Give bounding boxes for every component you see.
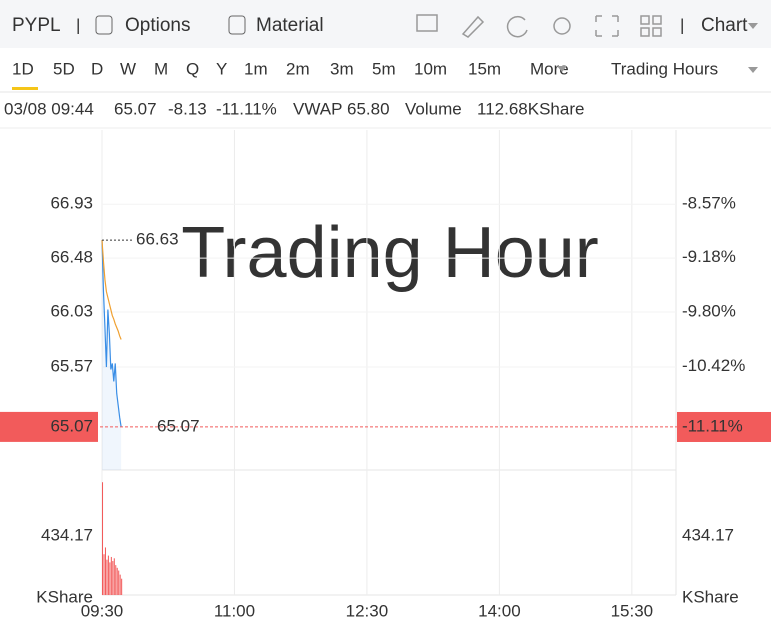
volume-bar [107, 555, 109, 595]
icon[interactable] [416, 14, 438, 32]
volume-bar [103, 554, 105, 595]
timeframe[interactable]: 1D [12, 59, 34, 78]
timeframes: 1D 5D D W M Q Y 1m 2m 3m 5m 10m 15m [12, 59, 501, 78]
timeframe[interactable]: M [154, 59, 168, 78]
material-icon [228, 15, 246, 35]
last-change-box [677, 411, 771, 442]
x-tick-label: 15:30 [611, 601, 654, 620]
volume-bar [118, 570, 120, 595]
timeframe[interactable]: 3m [330, 59, 354, 78]
volume-unit: KShare [36, 587, 93, 606]
y-tick-label: 65.57 [50, 357, 93, 376]
quote-change: -8.13 [168, 99, 207, 118]
tool-icons [416, 14, 662, 38]
last-price-label: 65.07 [50, 416, 93, 435]
x-tick-label: 14:00 [478, 601, 521, 620]
volume-bar [112, 561, 114, 595]
volume-bar [102, 482, 104, 595]
tab[interactable]: Material [256, 15, 324, 36]
volume-tick-label: 434.17 [41, 525, 93, 544]
volume-tick-label: 434.17 [682, 525, 734, 544]
volume-bar [116, 567, 118, 595]
timeframe[interactable]: 15m [468, 59, 501, 78]
y2-tick-label: -9.80% [682, 301, 736, 320]
last-change-label: -11.11% [682, 416, 743, 435]
icon[interactable] [461, 15, 485, 38]
vwap-value: 65.80 [347, 99, 390, 118]
price-line [101, 240, 122, 427]
x-tick-label: 11:00 [214, 601, 255, 620]
volume-bar [115, 565, 117, 595]
volume-bar [113, 558, 115, 595]
caret [748, 67, 758, 73]
y2-tick-label: -10.42% [682, 356, 745, 375]
active-underline [12, 87, 38, 90]
x-tick-label: 09:30 [81, 601, 124, 620]
quote-price: 65.07 [114, 99, 157, 118]
volume-bar [121, 578, 123, 595]
caret [557, 66, 567, 72]
watermark: Trading Hour [181, 213, 599, 293]
x-tick-label: 12:30 [346, 601, 389, 620]
timeframe[interactable]: W [120, 59, 136, 78]
icon[interactable] [506, 15, 528, 38]
timeframe[interactable]: Y [216, 59, 227, 78]
more[interactable]: More [530, 59, 569, 78]
y-tick-label: 66.03 [50, 301, 93, 320]
vwap-line [101, 240, 122, 340]
timeframe[interactable]: 2m [286, 59, 310, 78]
volume-bar [106, 559, 108, 595]
symbol[interactable]: PYPL [12, 15, 61, 36]
volume-bar [104, 547, 106, 595]
y-tick-label: 66.48 [50, 248, 93, 267]
volume-bar [110, 556, 112, 595]
volume-unit: KShare [682, 587, 739, 606]
last-price-box [0, 411, 98, 442]
vwap-label: VWAP [293, 99, 342, 118]
tab[interactable]: Options [125, 15, 190, 36]
separator: | [76, 15, 80, 34]
last-price-inline: 65.07 [157, 416, 200, 435]
chart-menu[interactable]: Chart [701, 15, 748, 36]
separator: | [680, 15, 684, 34]
volume-label: Volume [405, 99, 462, 118]
icon[interactable] [595, 15, 619, 37]
session[interactable]: Trading Hours [611, 59, 718, 78]
timeframe[interactable]: 5m [372, 59, 396, 78]
high-label: 66.63 [136, 230, 179, 249]
quote-time: 03/08 09:44 [4, 99, 94, 118]
y2-tick-label: -9.18% [682, 247, 736, 266]
price-area [102, 240, 122, 470]
caret [748, 23, 758, 29]
options-icon [95, 15, 113, 35]
icon[interactable] [640, 15, 662, 37]
volume-bar [119, 574, 121, 595]
timeframe[interactable]: 1m [244, 59, 268, 78]
volume-bar [109, 562, 111, 595]
timeframe[interactable]: 10m [414, 59, 447, 78]
quote-change-pct: -11.11% [216, 99, 277, 118]
timeframe[interactable]: 5D [53, 59, 75, 78]
timeframe[interactable]: D [91, 59, 103, 78]
timeframe[interactable]: Q [186, 59, 199, 78]
y-tick-label: 66.93 [50, 194, 93, 213]
volume-value: 112.68KShare [477, 99, 584, 118]
icon[interactable] [553, 17, 571, 35]
y2-tick-label: -8.57% [682, 193, 736, 212]
